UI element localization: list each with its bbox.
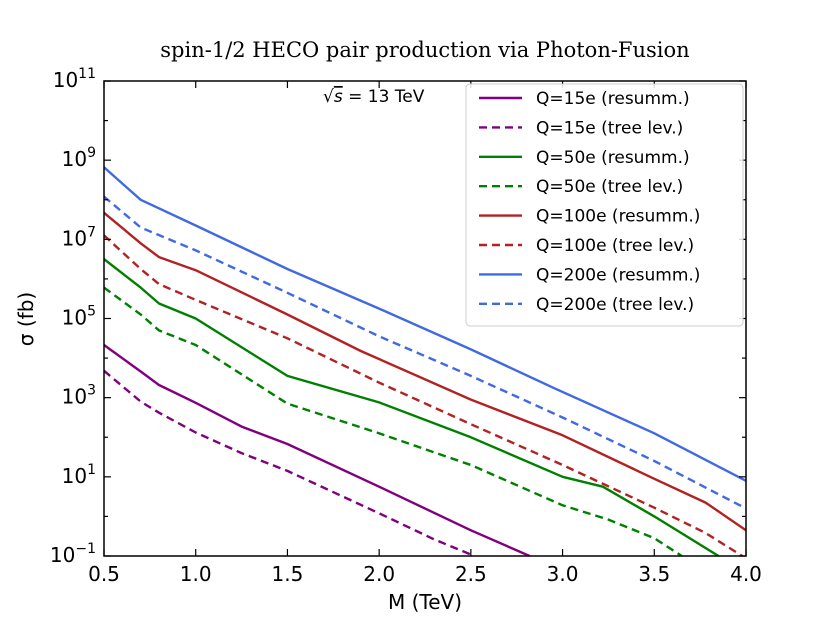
- x-axis-label: M (TeV): [388, 590, 462, 614]
- x-tick-label: 1.0: [180, 562, 212, 586]
- series-line-5: [104, 234, 743, 556]
- y-axis-label: σ (fb): [14, 292, 38, 346]
- series-line-0: [104, 344, 531, 556]
- legend-label-0: Q=15e (resumm.): [536, 89, 690, 109]
- legend-label-1: Q=15e (tree lev.): [536, 118, 683, 138]
- y-tick-label: 103: [62, 383, 96, 409]
- x-tick-label: 2.0: [363, 562, 395, 586]
- legend-label-7: Q=200e (tree lev.): [536, 295, 694, 315]
- legend-label-3: Q=50e (tree lev.): [536, 177, 683, 197]
- x-tick-label: 4.0: [730, 562, 762, 586]
- legend-label-4: Q=100e (resumm.): [536, 207, 700, 227]
- legend-label-5: Q=100e (tree lev.): [536, 236, 694, 256]
- y-tick-label: 10−1: [50, 541, 96, 567]
- legend-label-2: Q=50e (resumm.): [536, 148, 690, 168]
- legend-label-6: Q=200e (resumm.): [536, 265, 700, 285]
- legend-box: [465, 83, 744, 327]
- x-tick-label: 2.5: [455, 562, 487, 586]
- x-tick-label: 3.0: [547, 562, 579, 586]
- series-line-1: [104, 369, 475, 556]
- series-line-2: [104, 258, 720, 556]
- y-tick-label: 107: [62, 224, 96, 250]
- y-tick-label: 101: [62, 462, 96, 488]
- sqrt-s-label: s: [334, 87, 343, 107]
- chart-title: spin-1/2 HECO pair production via Photon…: [160, 38, 689, 62]
- sqrt-symbol: √: [323, 87, 334, 107]
- series-line-7: [104, 195, 746, 510]
- y-tick-label: 105: [62, 304, 96, 330]
- x-tick-label: 1.5: [272, 562, 304, 586]
- x-tick-label: 0.5: [88, 562, 120, 586]
- x-tick-label: 3.5: [638, 562, 670, 586]
- legend: Q=15e (resumm.) Q=15e (tree lev.) Q=50e (r…: [465, 83, 744, 327]
- energy-value: = 13 TeV: [343, 87, 425, 107]
- y-tick-label: 1011: [53, 66, 96, 92]
- series-line-4: [104, 211, 746, 532]
- series-line-3: [104, 286, 683, 556]
- series-line-6: [104, 166, 746, 482]
- energy-annotation: √s = 13 TeV: [323, 87, 425, 107]
- y-tick-label: 109: [62, 145, 96, 171]
